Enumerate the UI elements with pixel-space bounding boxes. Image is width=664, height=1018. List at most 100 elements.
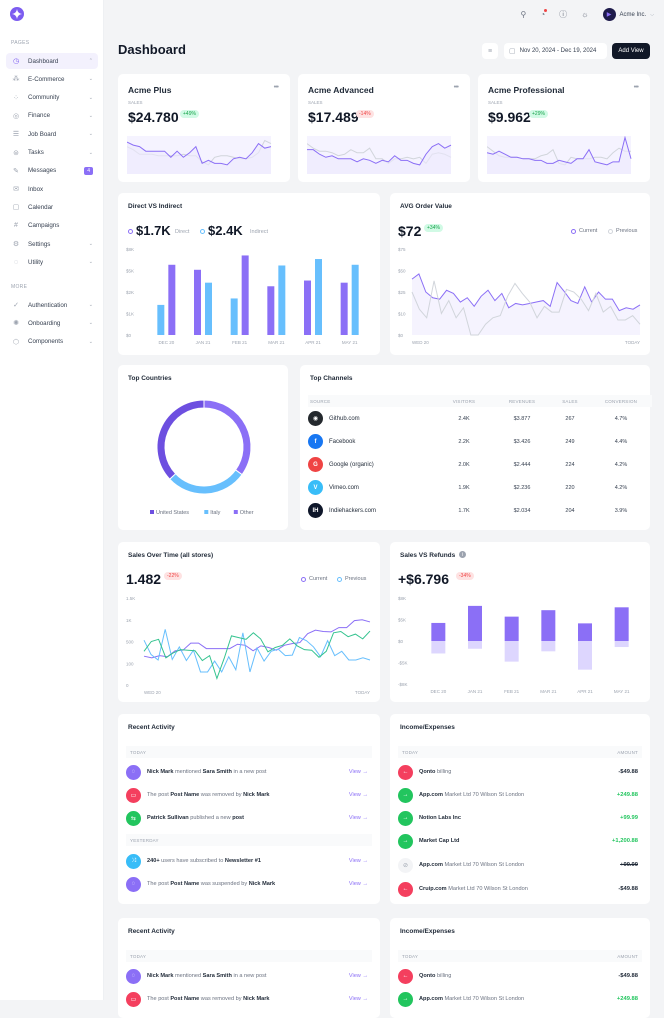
table-row[interactable]: V Vimeo.com 1.9K $2.236 220 4.2% bbox=[308, 476, 652, 499]
sidebar-item-community[interactable]: ⁘ Community ⌄ bbox=[6, 90, 98, 106]
direct-value: $1.7K bbox=[136, 223, 171, 238]
activity-text-part: in a new post bbox=[231, 973, 267, 979]
view-link[interactable]: View → bbox=[348, 815, 368, 821]
activity-text-part: in a new post bbox=[231, 769, 267, 775]
table-row[interactable]: f Facebook 2.2K $3.426 249 4.4% bbox=[308, 430, 652, 453]
source-cell: V Vimeo.com bbox=[308, 476, 434, 499]
table-row[interactable]: G Google (organic) 2.0K $2.444 224 4.2% bbox=[308, 453, 652, 476]
income-expenses-card: Income/Expenses TODAY AMOUNT ← Qonto billing… bbox=[390, 714, 650, 904]
chevron-down-icon: ⌄ bbox=[88, 259, 93, 266]
transaction-row[interactable]: ← Cruip.com Market Ltd 70 Wilson St Londo… bbox=[398, 881, 642, 897]
view-link[interactable]: View → bbox=[348, 769, 368, 775]
sidebar-item-messages[interactable]: ✎ Messages 4 bbox=[6, 163, 98, 179]
source-name: Indiehackers.com bbox=[329, 507, 377, 514]
chevron-up-icon: ⌃ bbox=[88, 58, 93, 64]
x-tick-label: JAN 21 bbox=[468, 689, 483, 694]
sidebar-item-job-board[interactable]: ☰ Job Board ⌄ bbox=[6, 126, 98, 142]
sidebar-item-settings[interactable]: ⚙ Settings ⌄ bbox=[6, 236, 98, 252]
arrow-right-icon: → bbox=[398, 810, 413, 826]
avatar: ▶ bbox=[602, 8, 616, 21]
sidebar-item-inbox[interactable]: ✉ Inbox bbox=[6, 181, 98, 197]
sidebar-item-label: Dashboard bbox=[28, 57, 59, 65]
info-icon[interactable]: i bbox=[459, 551, 466, 558]
sidebar-item-finance[interactable]: ◎ Finance ⌄ bbox=[6, 108, 98, 124]
column-header[interactable]: VISITORS bbox=[434, 395, 494, 407]
sidebar-item-dashboard[interactable]: ◷ Dashboard ⌃ bbox=[6, 53, 98, 69]
source-cell: G Google (organic) bbox=[308, 453, 434, 476]
filter-button[interactable]: ≡ bbox=[482, 43, 498, 59]
sparkline-current bbox=[487, 136, 632, 166]
notifications-icon[interactable]: ◔ bbox=[540, 9, 548, 19]
column-header[interactable]: SALES bbox=[550, 395, 590, 407]
card-title: Sales VS Refunds bbox=[400, 552, 456, 559]
x-tick-label: TODAY bbox=[355, 690, 370, 695]
sparkline-chart bbox=[307, 136, 452, 174]
column-header[interactable]: CONVERSION bbox=[590, 395, 652, 407]
account-menu[interactable]: ▶ Acme Inc. ⌵ bbox=[602, 8, 654, 21]
change-badge: -22% bbox=[164, 572, 182, 580]
sidebar-item-calendar[interactable]: ▢ Calendar bbox=[6, 199, 98, 215]
y-tick-label: 500 bbox=[126, 640, 134, 645]
info-icon[interactable]: ⓘ bbox=[559, 10, 568, 19]
sidebar-item-campaigns[interactable]: # Campaigns bbox=[6, 218, 98, 234]
x-tick-label: FEB 21 bbox=[232, 340, 248, 345]
notification-dot bbox=[544, 9, 548, 12]
transaction-row[interactable]: → App.com Market Ltd 70 Wilson St London +… bbox=[398, 787, 642, 803]
more-options-icon[interactable]: ••• bbox=[633, 84, 639, 91]
facebook-icon: f bbox=[308, 434, 323, 449]
activity-text-part: The post bbox=[147, 996, 171, 1002]
activity-entity: Nick Mark bbox=[147, 973, 174, 979]
transaction-desc: billing bbox=[435, 973, 452, 979]
sidebar-item-onboarding[interactable]: ✺ Onboarding ⌄ bbox=[6, 315, 98, 331]
arrow-right-icon: → bbox=[398, 787, 413, 803]
transaction-name: Market Cap Ltd bbox=[419, 838, 460, 844]
view-link[interactable]: View → bbox=[348, 858, 368, 864]
view-link[interactable]: View → bbox=[348, 996, 368, 1002]
search-icon[interactable]: ⚲ bbox=[520, 10, 527, 19]
kpi-value: $17.489 bbox=[308, 109, 359, 125]
sales-over-time-card: Sales Over Time (all stores) 1.482 -22% … bbox=[118, 542, 380, 702]
table-row[interactable]: ◉ Github.com 2.4K $3.877 267 4.7% bbox=[308, 407, 652, 430]
sidebar-item-authentication[interactable]: ✓ Authentication ⌄ bbox=[6, 297, 98, 313]
logo-icon[interactable] bbox=[10, 7, 24, 21]
source-cell: ◉ Github.com bbox=[308, 407, 434, 430]
sidebar-item-utility[interactable]: ◌ Utility ⌄ bbox=[6, 254, 98, 270]
change-badge: +49% bbox=[180, 110, 199, 118]
theme-toggle-icon[interactable]: ☼ bbox=[581, 10, 589, 19]
sidebar-item-e-commerce[interactable]: ⁂ E-Commerce ⌄ bbox=[6, 71, 98, 87]
transaction-row[interactable]: → App.com Market Ltd 70 Wilson St London +… bbox=[398, 991, 642, 1007]
sales-vs-refunds-chart: -$8K -$5K $0 $5K $8K DEC 20 JAN 21 FEB 21 MAR 21… bbox=[398, 596, 630, 694]
column-header[interactable]: REVENUES bbox=[494, 395, 550, 407]
legend-previous: Previous bbox=[337, 576, 366, 582]
x-tick-label: JAN 21 bbox=[196, 340, 211, 345]
table-row[interactable]: IH Indiehackers.com 1.7K $2.034 204 3.9% bbox=[308, 499, 652, 522]
y-tick-label: 1.5K bbox=[126, 596, 135, 601]
sidebar-item-components[interactable]: ⬡ Components ⌄ bbox=[6, 334, 98, 350]
column-header[interactable]: SOURCE bbox=[308, 395, 434, 407]
transaction-row[interactable]: ⊘ App.com Market Ltd 70 Wilson St London +… bbox=[398, 857, 642, 873]
activity-text: Nick Mark mentioned Sara Smith in a new … bbox=[147, 769, 266, 775]
view-link[interactable]: View → bbox=[348, 881, 368, 887]
more-options-icon[interactable]: ••• bbox=[453, 84, 459, 91]
list-item: ⤨ 240+ users have subscribed to Newslette… bbox=[126, 853, 372, 869]
trash-icon: ▭ bbox=[126, 991, 141, 1007]
date-range-picker[interactable]: ▢ Nov 20, 2024 - Dec 19, 2024 bbox=[504, 43, 607, 59]
view-link[interactable]: View → bbox=[348, 973, 368, 979]
transaction-row[interactable]: ← Qonto billing -$49.88 bbox=[398, 968, 642, 984]
direct-vs-indirect-card: Direct VS Indirect $1.7K Direct $2.4K In… bbox=[118, 193, 380, 355]
transaction-amount: +99.99 bbox=[620, 862, 638, 868]
arrow-left-icon: ← bbox=[398, 968, 413, 984]
x-tick-label: MAY 21 bbox=[342, 340, 358, 345]
y-tick-label: $0 bbox=[126, 333, 132, 338]
line-other bbox=[143, 630, 371, 681]
sidebar-item-tasks[interactable]: ⊜ Tasks ⌄ bbox=[6, 145, 98, 161]
avg-order-value-card: AVG Order Value $72 +34% Current Previou… bbox=[390, 193, 650, 355]
add-view-button[interactable]: Add View bbox=[612, 43, 650, 59]
ecommerce-icon: ⁂ bbox=[12, 76, 20, 84]
transaction-row[interactable]: → Notion Labs Inc +99.99 bbox=[398, 810, 642, 826]
more-options-icon[interactable]: ••• bbox=[273, 84, 279, 91]
view-link[interactable]: View → bbox=[348, 792, 368, 798]
transaction-row[interactable]: ← Qonto billing -$49.88 bbox=[398, 764, 642, 780]
source-wrap: V Vimeo.com bbox=[308, 480, 434, 495]
transaction-row[interactable]: → Market Cap Ltd +1,200.88 bbox=[398, 833, 642, 849]
